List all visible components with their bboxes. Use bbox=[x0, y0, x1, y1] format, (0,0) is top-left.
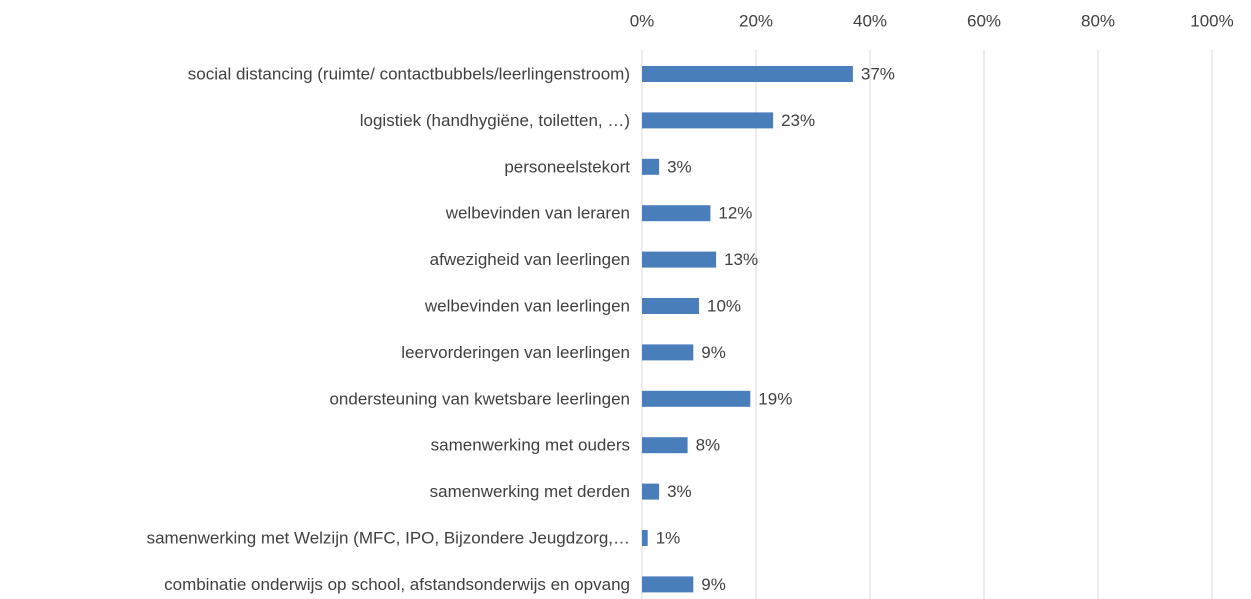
x-tick-label: 40% bbox=[853, 11, 887, 30]
bar bbox=[642, 251, 717, 268]
bar bbox=[642, 205, 711, 222]
data-label: 9% bbox=[701, 575, 726, 594]
bar bbox=[642, 158, 660, 175]
x-tick-label: 60% bbox=[967, 11, 1001, 30]
y-tick-label: combinatie onderwijs op school, afstands… bbox=[164, 575, 630, 594]
y-tick-label: logistiek (handhygiëne, toiletten, …) bbox=[360, 111, 630, 130]
x-tick-label: 0% bbox=[630, 11, 655, 30]
data-label: 10% bbox=[707, 296, 741, 315]
data-label: 23% bbox=[781, 111, 815, 130]
y-tick-label: welbevinden van leerlingen bbox=[424, 296, 630, 315]
x-tick-label: 100% bbox=[1190, 11, 1233, 30]
bar bbox=[642, 298, 699, 314]
bar bbox=[642, 66, 853, 82]
bar bbox=[642, 344, 694, 361]
data-label: 9% bbox=[701, 343, 726, 362]
bar bbox=[642, 576, 694, 593]
data-label: 19% bbox=[758, 389, 792, 408]
y-tick-label: leervorderingen van leerlingen bbox=[401, 343, 630, 362]
y-tick-label: samenwerking met derden bbox=[430, 482, 630, 501]
x-tick-label: 80% bbox=[1081, 11, 1115, 30]
y-tick-label: social distancing (ruimte/ contactbubbel… bbox=[188, 64, 630, 83]
bar bbox=[642, 437, 688, 454]
y-tick-label: personeelstekort bbox=[504, 157, 630, 176]
data-label: 1% bbox=[656, 528, 681, 547]
bar bbox=[642, 530, 648, 546]
data-label: 37% bbox=[861, 64, 895, 83]
data-label: 12% bbox=[718, 204, 752, 223]
bar bbox=[642, 483, 660, 500]
y-tick-label: afwezigheid van leerlingen bbox=[430, 250, 630, 269]
bar bbox=[642, 390, 751, 407]
data-label: 3% bbox=[667, 157, 692, 176]
bar bbox=[642, 112, 774, 129]
data-label: 8% bbox=[696, 436, 721, 455]
y-tick-label: welbevinden van leraren bbox=[445, 204, 630, 223]
y-tick-label: ondersteuning van kwetsbare leerlingen bbox=[329, 389, 630, 408]
x-tick-label: 20% bbox=[739, 11, 773, 30]
y-tick-label: samenwerking met ouders bbox=[431, 436, 630, 455]
data-label: 13% bbox=[724, 250, 758, 269]
data-label: 3% bbox=[667, 482, 692, 501]
y-tick-label: samenwerking met Welzijn (MFC, IPO, Bijz… bbox=[147, 528, 630, 547]
